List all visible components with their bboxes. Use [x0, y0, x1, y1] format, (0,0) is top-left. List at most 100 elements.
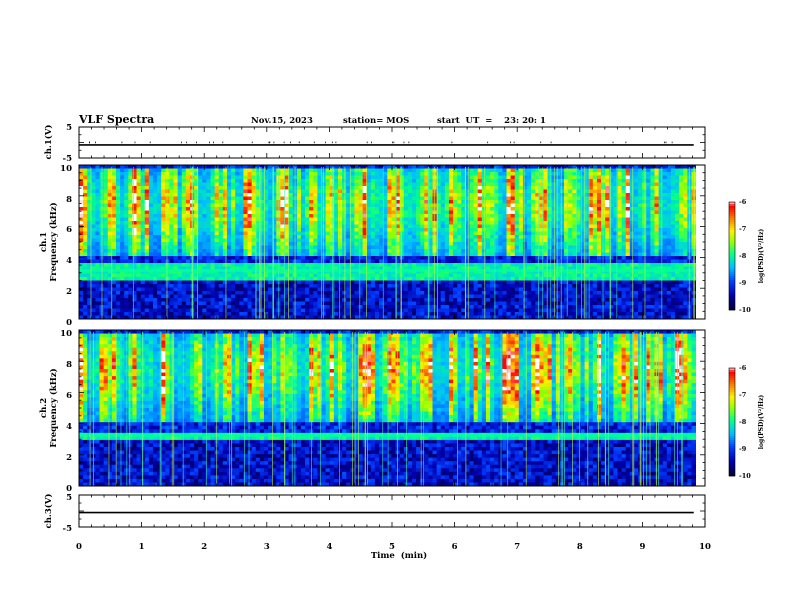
spectrogram-cell: [325, 207, 331, 211]
spectrogram-cell: [407, 175, 413, 180]
spectrogram-cell: [136, 287, 142, 292]
spectrogram-cell: [362, 203, 368, 208]
spectrogram-cell: [325, 200, 331, 204]
spectrogram-cell: [177, 214, 183, 218]
spectrogram-cell: [514, 221, 520, 225]
spectrogram-cell: [494, 165, 499, 169]
spectrogram-cell: [173, 165, 179, 169]
spectrogram-cell: [317, 214, 322, 218]
spectrogram-cell: [494, 193, 499, 197]
spectrogram-cell: [346, 193, 351, 197]
spectrogram-cell: [510, 165, 516, 169]
spectrogram-cell: [428, 172, 433, 176]
spectrogram-cell: [510, 224, 516, 229]
spectrogram-cell: [457, 315, 462, 320]
spectrogram-cell: [144, 280, 150, 285]
spectrogram-cell: [259, 224, 265, 229]
spectrogram-cell: [329, 266, 335, 271]
spectrogram-cell: [124, 287, 129, 292]
spectrogram-cell: [284, 168, 290, 173]
spectrogram-cell: [218, 259, 224, 264]
spectrogram-cell: [440, 193, 446, 197]
spectrogram-cell: [144, 312, 150, 316]
spectrogram-cell: [226, 210, 232, 215]
spectrogram-cell: [366, 259, 372, 264]
spectrogram-cell: [198, 305, 203, 309]
spectrogram-cell: [370, 277, 376, 281]
spectrogram-cell: [481, 214, 487, 218]
spectrogram-cell: [231, 235, 236, 239]
spectrogram-cell: [116, 256, 121, 260]
spectrogram-cell: [280, 182, 285, 187]
spectrogram-cell: [407, 207, 413, 211]
spectrogram-cell: [448, 252, 454, 257]
spectrogram-cell: [383, 301, 388, 306]
spectrogram-cell: [428, 312, 433, 316]
spectrogram-cell: [444, 277, 450, 281]
spectrogram-cell: [157, 259, 162, 264]
spectrogram-cell: [128, 200, 133, 204]
spectrogram-cell: [268, 308, 273, 313]
spectrogram-cell: [87, 291, 92, 295]
spectrogram-cell: [243, 242, 248, 246]
spectrogram-cell: [144, 221, 150, 225]
spectrogram-cell: [510, 186, 516, 190]
spectrogram-cell: [87, 263, 92, 267]
spectrogram-cell: [440, 249, 446, 253]
spectrogram-cell: [329, 172, 335, 176]
spectrogram-cell: [309, 214, 314, 218]
spectrogram-cell: [448, 259, 454, 264]
spectrogram-cell: [481, 298, 487, 302]
spectrogram-cell: [514, 172, 520, 176]
spectrogram-cell: [313, 165, 318, 169]
spectrogram-cell: [255, 210, 261, 215]
spectrogram-cell: [116, 249, 121, 253]
spectrogram-cell: [485, 245, 491, 250]
spectrogram-cell: [136, 172, 142, 176]
spectrogram-cell: [354, 210, 359, 215]
spectrogram-cell: [259, 186, 265, 190]
spectrogram-cell: [87, 315, 92, 320]
spectrogram-cell: [448, 186, 454, 190]
spectrogram-cell: [535, 298, 540, 302]
spectrogram-cell: [120, 175, 125, 180]
spectrogram-cell: [136, 179, 142, 183]
spectrogram-cell: [514, 287, 520, 292]
spectrogram-cell: [169, 228, 174, 232]
spectrogram-cell: [383, 214, 388, 218]
spectrogram-cell: [173, 242, 179, 246]
spectrogram-cell: [313, 175, 318, 180]
spectrogram-cell: [358, 301, 364, 306]
spectrogram-cell: [111, 196, 117, 201]
spectrogram-cell: [226, 207, 232, 211]
spectrogram-cell: [354, 298, 359, 302]
spectrogram-cell: [218, 196, 224, 201]
spectrogram-cell: [424, 249, 429, 253]
spectrogram-cell: [169, 259, 174, 264]
spectrogram-cell: [128, 252, 133, 257]
spectrogram-cell: [194, 182, 199, 187]
spectrogram-cell: [152, 242, 158, 246]
spectrogram-cell: [202, 203, 207, 208]
spectrogram-cell: [321, 235, 327, 239]
spectrogram-cell: [527, 189, 532, 194]
spectrogram-cell: [539, 179, 544, 183]
spectrogram-cell: [95, 196, 100, 201]
spectrogram-cell: [284, 287, 290, 292]
spectrogram-cell: [128, 196, 133, 201]
spectrogram-cell: [111, 256, 117, 260]
spectrogram-cell: [510, 312, 516, 316]
spectrogram-cell: [243, 203, 248, 208]
spectrogram-cell: [510, 189, 516, 194]
spectrogram-cell: [272, 287, 277, 292]
spectrogram-cell: [473, 238, 479, 243]
spectrogram-cell: [379, 301, 384, 306]
spectrogram-cell: [473, 312, 479, 316]
spectrogram-cell: [465, 284, 470, 288]
spectrogram-cell: [411, 280, 417, 285]
spectrogram-cell: [218, 238, 224, 243]
spectrogram-cell: [148, 224, 154, 229]
spectrogram-cell: [342, 291, 347, 295]
spectrogram-cell: [506, 312, 512, 316]
spectrogram-cell: [485, 287, 491, 292]
